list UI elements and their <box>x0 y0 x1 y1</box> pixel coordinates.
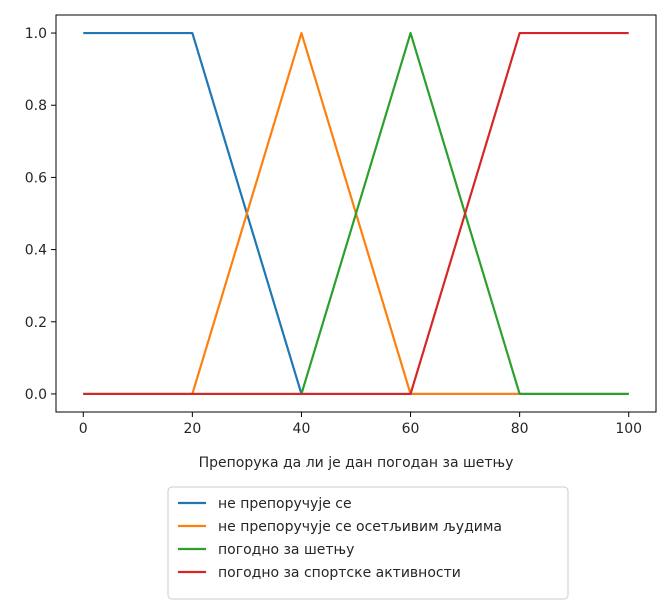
x-tick-label: 20 <box>183 421 201 437</box>
y-tick-label: 0.2 <box>25 315 47 331</box>
series-line-4 <box>83 31 629 396</box>
plot-frame <box>55 14 657 413</box>
series-layer <box>83 31 629 396</box>
legend-label: не препоручује се осетљивим људима <box>218 519 502 535</box>
y-tick-label: 0.6 <box>25 170 47 186</box>
y-tick-label: 0.0 <box>25 387 47 403</box>
legend-box <box>167 486 569 600</box>
x-axis-title: Препорука да ли је дан погодан за шетњу <box>199 455 514 471</box>
axes-layer: 0 20 40 60 80 100 0.0 0.2 0.4 0.6 0.8 1.0 <box>25 26 642 437</box>
x-tick-label: 40 <box>293 421 311 437</box>
y-tick-label: 1.0 <box>25 26 47 42</box>
y-tick-label: 0.4 <box>25 243 47 259</box>
x-tick-label: 80 <box>511 421 529 437</box>
x-tick-label: 60 <box>402 421 420 437</box>
x-tick-label: 100 <box>615 421 642 437</box>
legend-label: не препоручује се <box>218 496 352 512</box>
y-tick-label: 0.8 <box>25 98 47 114</box>
x-tick-label: 0 <box>79 421 88 437</box>
legend: не препоручује се не препоручује се осетљ… <box>167 486 569 600</box>
legend-label: погодно за шетњу <box>218 542 354 558</box>
series-line-3 <box>83 31 629 396</box>
legend-label: погодно за спортске активности <box>218 565 461 581</box>
